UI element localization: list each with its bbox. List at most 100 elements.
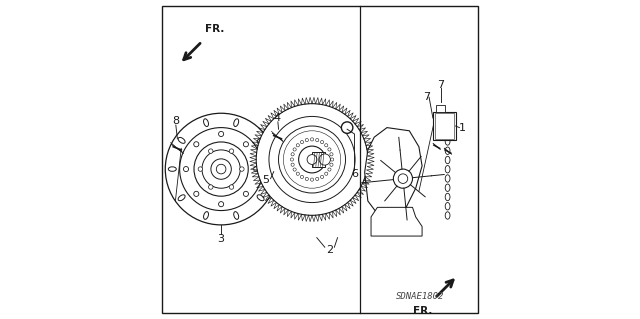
Ellipse shape	[204, 211, 209, 219]
Circle shape	[284, 131, 340, 188]
Ellipse shape	[445, 175, 450, 182]
Ellipse shape	[445, 166, 450, 173]
Polygon shape	[365, 128, 422, 217]
Circle shape	[216, 164, 226, 174]
Circle shape	[259, 144, 289, 175]
Circle shape	[305, 177, 308, 181]
Circle shape	[275, 148, 279, 152]
Circle shape	[229, 149, 234, 153]
Circle shape	[275, 167, 279, 171]
Circle shape	[330, 163, 333, 166]
Text: SDNAE1802: SDNAE1802	[396, 292, 445, 301]
Circle shape	[253, 167, 259, 172]
Text: 1: 1	[458, 122, 465, 133]
Circle shape	[293, 148, 296, 151]
Text: 7: 7	[423, 92, 431, 102]
Circle shape	[263, 152, 267, 155]
Circle shape	[299, 146, 325, 173]
Circle shape	[324, 144, 328, 147]
Circle shape	[398, 174, 408, 183]
Circle shape	[209, 185, 213, 189]
Circle shape	[330, 158, 333, 161]
Ellipse shape	[445, 203, 450, 210]
Circle shape	[218, 202, 223, 207]
Circle shape	[319, 154, 330, 165]
Circle shape	[194, 142, 199, 147]
Circle shape	[282, 158, 286, 161]
Ellipse shape	[445, 147, 450, 154]
Circle shape	[288, 136, 336, 183]
Circle shape	[256, 104, 368, 215]
Circle shape	[300, 175, 303, 179]
Circle shape	[243, 142, 248, 147]
Text: FR.: FR.	[413, 306, 432, 316]
Circle shape	[218, 131, 223, 137]
Circle shape	[341, 122, 353, 133]
Ellipse shape	[445, 156, 450, 164]
Ellipse shape	[234, 119, 239, 127]
Bar	[436, 105, 445, 112]
Bar	[433, 112, 456, 140]
Circle shape	[296, 172, 300, 175]
Text: 7: 7	[437, 79, 444, 90]
Circle shape	[305, 138, 308, 142]
Ellipse shape	[178, 195, 185, 201]
Text: 3: 3	[218, 234, 225, 244]
Ellipse shape	[257, 137, 264, 143]
Bar	[435, 113, 454, 139]
Circle shape	[310, 138, 314, 141]
Circle shape	[310, 178, 314, 181]
Text: 6: 6	[351, 169, 358, 179]
Bar	[312, 152, 324, 167]
Circle shape	[394, 169, 413, 188]
Text: 2: 2	[326, 245, 333, 256]
Ellipse shape	[266, 167, 274, 171]
Circle shape	[328, 168, 331, 171]
Ellipse shape	[445, 184, 450, 191]
Circle shape	[239, 167, 244, 171]
Circle shape	[278, 126, 346, 193]
Text: 8: 8	[172, 116, 179, 126]
Ellipse shape	[257, 195, 264, 201]
Circle shape	[202, 150, 240, 188]
Circle shape	[198, 167, 203, 171]
Circle shape	[209, 149, 213, 153]
Ellipse shape	[204, 119, 209, 127]
Ellipse shape	[445, 193, 450, 201]
Polygon shape	[371, 207, 422, 236]
Circle shape	[316, 138, 319, 142]
Circle shape	[296, 144, 300, 147]
Circle shape	[291, 163, 294, 166]
Ellipse shape	[168, 167, 176, 171]
Circle shape	[229, 185, 234, 189]
Circle shape	[328, 148, 331, 151]
Circle shape	[321, 140, 324, 144]
Circle shape	[300, 140, 303, 144]
Ellipse shape	[234, 211, 239, 219]
Circle shape	[211, 159, 231, 179]
Circle shape	[291, 153, 294, 156]
Ellipse shape	[259, 108, 365, 211]
Ellipse shape	[445, 129, 450, 136]
Ellipse shape	[445, 212, 450, 219]
Ellipse shape	[178, 137, 185, 143]
Circle shape	[194, 191, 199, 197]
Text: 4: 4	[273, 113, 280, 123]
Circle shape	[184, 167, 189, 172]
Circle shape	[330, 153, 333, 156]
Circle shape	[291, 158, 294, 161]
Circle shape	[316, 177, 319, 181]
Circle shape	[293, 168, 296, 171]
Circle shape	[269, 116, 355, 203]
Circle shape	[268, 153, 280, 166]
Circle shape	[180, 128, 262, 211]
Circle shape	[243, 191, 248, 197]
Circle shape	[263, 164, 267, 167]
Text: FR.: FR.	[205, 24, 224, 34]
Text: 5: 5	[262, 175, 269, 185]
Circle shape	[165, 113, 277, 225]
Circle shape	[324, 172, 328, 175]
Circle shape	[307, 155, 317, 164]
Ellipse shape	[445, 138, 450, 145]
Circle shape	[194, 142, 248, 196]
